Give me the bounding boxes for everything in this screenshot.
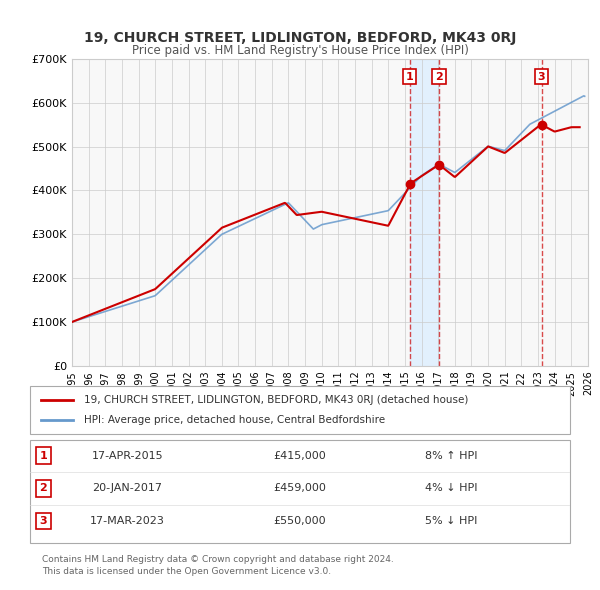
Text: This data is licensed under the Open Government Licence v3.0.: This data is licensed under the Open Gov… bbox=[42, 566, 331, 576]
Text: Price paid vs. HM Land Registry's House Price Index (HPI): Price paid vs. HM Land Registry's House … bbox=[131, 44, 469, 57]
Text: 2: 2 bbox=[435, 71, 443, 81]
Text: 3: 3 bbox=[40, 516, 47, 526]
Text: 17-APR-2015: 17-APR-2015 bbox=[91, 451, 163, 461]
Text: 19, CHURCH STREET, LIDLINGTON, BEDFORD, MK43 0RJ: 19, CHURCH STREET, LIDLINGTON, BEDFORD, … bbox=[84, 31, 516, 45]
Text: 3: 3 bbox=[538, 71, 545, 81]
FancyBboxPatch shape bbox=[30, 386, 570, 434]
Text: Contains HM Land Registry data © Crown copyright and database right 2024.: Contains HM Land Registry data © Crown c… bbox=[42, 555, 394, 564]
Text: 19, CHURCH STREET, LIDLINGTON, BEDFORD, MK43 0RJ (detached house): 19, CHURCH STREET, LIDLINGTON, BEDFORD, … bbox=[84, 395, 469, 405]
Text: 17-MAR-2023: 17-MAR-2023 bbox=[90, 516, 164, 526]
Text: 1: 1 bbox=[406, 71, 413, 81]
FancyBboxPatch shape bbox=[30, 440, 570, 543]
Text: £459,000: £459,000 bbox=[274, 483, 326, 493]
Text: 2: 2 bbox=[40, 483, 47, 493]
Text: £415,000: £415,000 bbox=[274, 451, 326, 461]
Text: 5% ↓ HPI: 5% ↓ HPI bbox=[425, 516, 478, 526]
Text: £550,000: £550,000 bbox=[274, 516, 326, 526]
Text: 4% ↓ HPI: 4% ↓ HPI bbox=[425, 483, 478, 493]
Bar bbox=[410, 59, 439, 366]
Text: HPI: Average price, detached house, Central Bedfordshire: HPI: Average price, detached house, Cent… bbox=[84, 415, 385, 425]
Text: 20-JAN-2017: 20-JAN-2017 bbox=[92, 483, 162, 493]
Text: 1: 1 bbox=[40, 451, 47, 461]
Text: 8% ↑ HPI: 8% ↑ HPI bbox=[425, 451, 478, 461]
